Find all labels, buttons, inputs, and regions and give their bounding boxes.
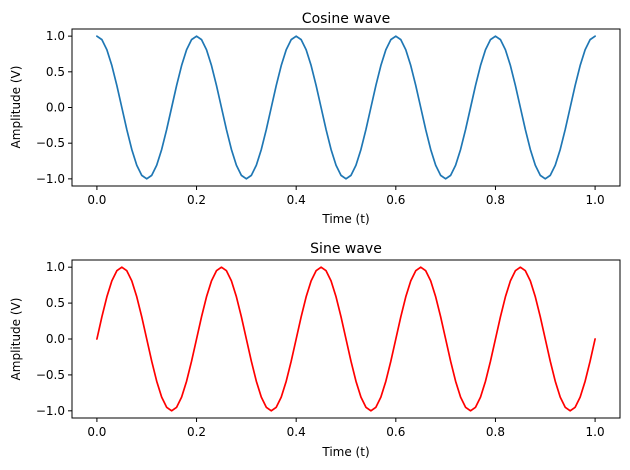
tick-layer: 0.0 0.2 0.4 0.6 0.8 1.0 1.0 0.5 0.0 −0.5 −1.0 bbox=[36, 29, 605, 207]
y-tick-label: 0.0 bbox=[46, 332, 65, 346]
x-tick-label: 0.6 bbox=[386, 425, 405, 439]
tick-layer: 0.0 0.2 0.4 0.6 0.8 1.0 1.0 0.5 0.0 −0.5 −1.0 bbox=[36, 260, 605, 439]
y-axis-label: Amplitude (V) bbox=[9, 66, 23, 149]
x-tick-label: 1.0 bbox=[586, 193, 605, 207]
x-tick-label: 0.0 bbox=[87, 425, 106, 439]
y-tick-label: 1.0 bbox=[46, 29, 65, 43]
y-tick-label: −0.5 bbox=[36, 136, 65, 150]
x-tick-label: 0.6 bbox=[386, 193, 405, 207]
y-tick-label: 0.0 bbox=[46, 101, 65, 115]
y-tick-label: 1.0 bbox=[46, 260, 65, 274]
y-tick-label: 0.5 bbox=[46, 65, 65, 79]
series-layer bbox=[96, 266, 596, 412]
x-axis-label: Time (t) bbox=[321, 445, 369, 459]
cosine-subplot: Cosine wave Time (t) Amplitude (V) 0.0 0.… bbox=[9, 11, 621, 226]
chart-title: Cosine wave bbox=[302, 11, 390, 27]
y-tick-label: −0.5 bbox=[36, 368, 65, 382]
y-tick-label: −1.0 bbox=[36, 404, 65, 418]
series-line bbox=[96, 266, 596, 412]
x-tick-label: 0.8 bbox=[486, 425, 505, 439]
x-tick-label: 0.4 bbox=[287, 425, 306, 439]
x-tick-label: 0.0 bbox=[87, 193, 106, 207]
y-axis-label: Amplitude (V) bbox=[9, 298, 23, 381]
x-axis-label: Time (t) bbox=[321, 212, 369, 226]
y-tick-label: −1.0 bbox=[36, 172, 65, 186]
series-layer bbox=[96, 35, 596, 180]
plot-area bbox=[71, 259, 621, 419]
series-line bbox=[96, 35, 596, 180]
x-tick-label: 0.2 bbox=[187, 425, 206, 439]
sine-subplot: Sine wave Time (t) Amplitude (V) 0.0 0.2 0… bbox=[9, 241, 621, 459]
x-tick-label: 0.4 bbox=[287, 193, 306, 207]
plot-area bbox=[71, 28, 621, 187]
x-tick-label: 1.0 bbox=[586, 425, 605, 439]
x-tick-label: 0.8 bbox=[486, 193, 505, 207]
x-tick-label: 0.2 bbox=[187, 193, 206, 207]
y-tick-label: 0.5 bbox=[46, 296, 65, 310]
chart-title: Sine wave bbox=[310, 241, 382, 257]
